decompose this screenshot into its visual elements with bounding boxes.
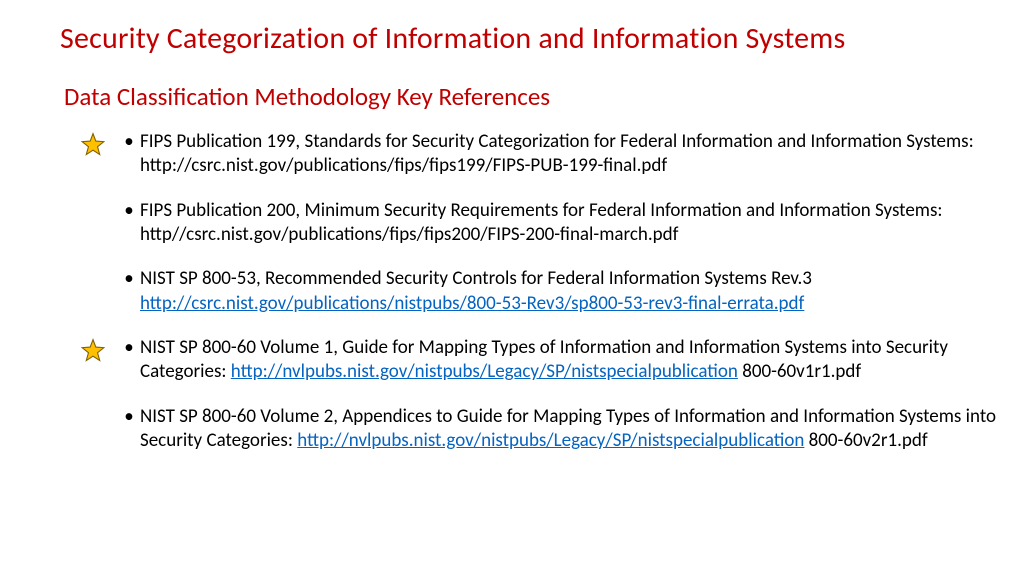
list-item: • NIST SP 800-60 Volume 2, Appendices to…	[80, 405, 1012, 454]
list-item-text: NIST SP 800-53, Recommended Security Con…	[140, 267, 1012, 316]
list-item-text: NIST SP 800-60 Volume 1, Guide for Mappi…	[140, 336, 1012, 385]
item-pre-text: NIST SP 800-53, Recommended Security Con…	[140, 267, 812, 290]
item-post-text: 800-60v2r1.pdf	[804, 429, 927, 452]
list-item-text: NIST SP 800-60 Volume 2, Appendices to G…	[140, 405, 1012, 454]
item-post-text: 800-60v1r1.pdf	[738, 360, 861, 383]
list-item-text: FIPS Publication 200, Minimum Security R…	[140, 199, 1012, 248]
bullet-dot-icon: •	[118, 336, 140, 360]
list-item: • NIST SP 800-53, Recommended Security C…	[80, 267, 1012, 316]
list-item-text: FIPS Publication 199, Standards for Secu…	[140, 130, 1012, 179]
star-icon-slot	[80, 267, 118, 269]
reference-link[interactable]: http://csrc.nist.gov/publications/nistpu…	[140, 292, 804, 315]
item-pre-text: FIPS Publication 199, Standards for Secu…	[140, 130, 974, 177]
list-item: • FIPS Publication 200, Minimum Security…	[80, 199, 1012, 248]
reference-link[interactable]: http://nvlpubs.nist.gov/nistpubs/Legacy/…	[231, 360, 738, 383]
bullet-dot-icon: •	[118, 267, 140, 291]
page-title: Security Categorization of Information a…	[0, 20, 1024, 57]
star-icon	[80, 132, 106, 158]
slide: Security Categorization of Information a…	[0, 0, 1024, 576]
page-subtitle: Data Classification Methodology Key Refe…	[0, 81, 1024, 112]
list-item: • FIPS Publication 199, Standards for Se…	[80, 130, 1012, 179]
star-icon-slot	[80, 405, 118, 407]
star-icon-slot	[80, 130, 118, 158]
item-pre-text: FIPS Publication 200, Minimum Security R…	[140, 199, 942, 246]
bullet-dot-icon: •	[118, 405, 140, 429]
bullet-dot-icon: •	[118, 130, 140, 154]
star-icon-slot	[80, 199, 118, 201]
reference-link[interactable]: http://nvlpubs.nist.gov/nistpubs/Legacy/…	[297, 429, 804, 452]
list-item: • NIST SP 800-60 Volume 1, Guide for Map…	[80, 336, 1012, 385]
star-icon-slot	[80, 336, 118, 364]
bullet-list: • FIPS Publication 199, Standards for Se…	[0, 130, 1024, 453]
bullet-dot-icon: •	[118, 199, 140, 223]
star-icon	[80, 338, 106, 364]
